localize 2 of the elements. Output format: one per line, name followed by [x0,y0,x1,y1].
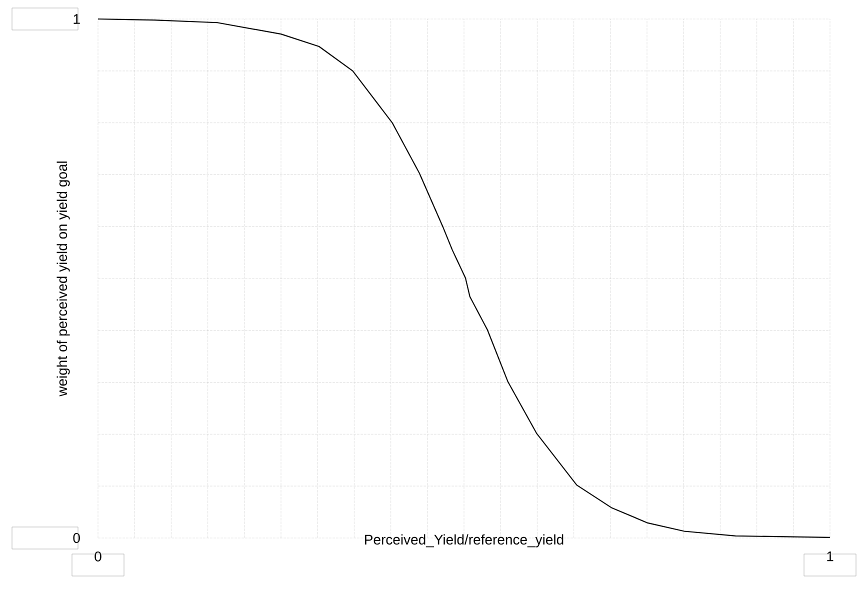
y-axis-title: weight of perceived yield on yield goal [56,162,70,396]
x-axis-title: Perceived_Yield/reference_yield [365,534,564,548]
